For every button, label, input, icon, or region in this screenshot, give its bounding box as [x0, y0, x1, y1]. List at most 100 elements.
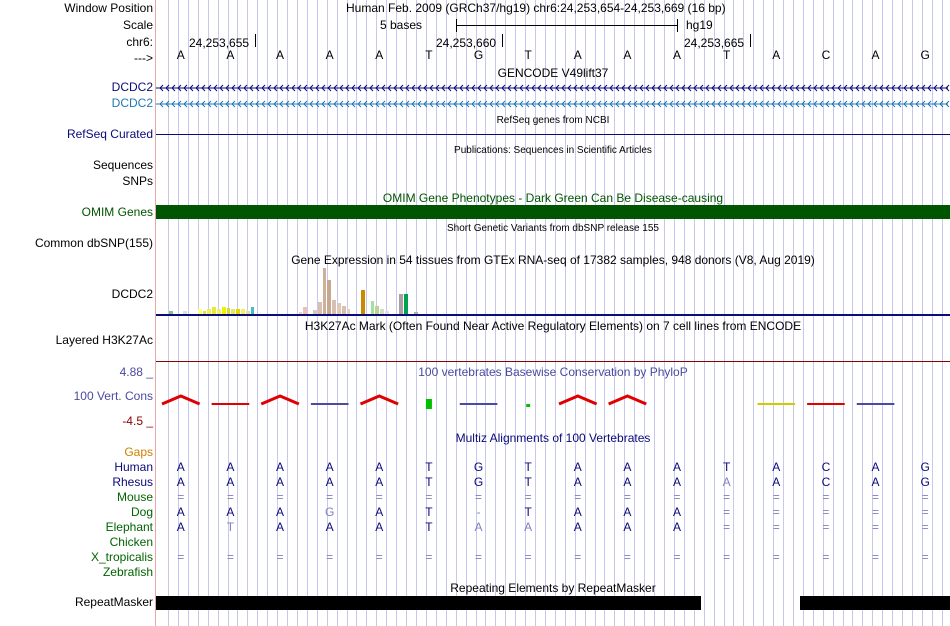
- gtex-tissue-bar[interactable]: [250, 307, 255, 314]
- species-label[interactable]: Rhesus: [112, 475, 153, 489]
- species-label[interactable]: Mouse: [116, 490, 153, 504]
- h3k27ac-label[interactable]: Layered H3K27Ac: [55, 333, 153, 347]
- strand-chevron: [375, 100, 380, 108]
- grid-line: [585, 0, 586, 626]
- phylop-label[interactable]: 100 Vert. Cons: [73, 389, 153, 403]
- gtex-tissue-bar[interactable]: [313, 310, 317, 314]
- strand-chevron: [417, 84, 422, 92]
- repeat-element-1[interactable]: [156, 596, 701, 610]
- gtex-tissue-bar[interactable]: [346, 309, 351, 314]
- refseq-label[interactable]: RefSeq Curated: [66, 127, 153, 141]
- grid-line: [505, 0, 506, 626]
- gtex-tissue-bar[interactable]: [337, 303, 341, 314]
- strand-chevron: [351, 100, 356, 108]
- strand-chevron: [363, 84, 368, 92]
- strand-chevron: [561, 100, 566, 108]
- gtex-tissue-bar[interactable]: [197, 309, 202, 314]
- aligned-base: =: [574, 550, 582, 564]
- aligned-base: =: [822, 490, 830, 504]
- grid-line: [902, 0, 903, 626]
- refseq-title: RefSeq genes from NCBI: [496, 115, 610, 126]
- aligned-base: A: [325, 460, 334, 474]
- gencode-gene-2[interactable]: DCDC2: [111, 96, 153, 110]
- aligned-base: A: [176, 460, 185, 474]
- dbsnp-label[interactable]: Common dbSNP(155): [34, 236, 153, 250]
- strand-chevron: [201, 84, 206, 92]
- strand-chevron: [423, 100, 428, 108]
- gtex-tissue-bar[interactable]: [231, 309, 236, 314]
- gtex-tissue-bar[interactable]: [217, 309, 221, 314]
- strand-chevron: [933, 84, 938, 92]
- gtex-tissue-bar[interactable]: [404, 294, 408, 314]
- gtex-tissue-bar[interactable]: [183, 311, 188, 314]
- gtex-tissue-bar[interactable]: [245, 311, 250, 314]
- dbsnp-title: Short Genetic Variants from dbSNP releas…: [447, 223, 659, 234]
- omim-label[interactable]: OMIM Genes: [81, 205, 153, 219]
- grid-line: [565, 0, 566, 626]
- gtex-tissue-bar[interactable]: [361, 290, 365, 314]
- species-label[interactable]: Chicken: [109, 535, 153, 549]
- reference-base: A: [226, 48, 235, 62]
- strand-chevron: [711, 84, 716, 92]
- strand-chevron: [891, 100, 896, 108]
- repeatmasker-label[interactable]: RepeatMasker: [74, 595, 153, 609]
- gtex-tissue-bar[interactable]: [327, 280, 332, 314]
- strand-chevron: [861, 84, 866, 92]
- strand-chevron: [363, 100, 368, 108]
- aligned-base: =: [276, 490, 284, 504]
- species-label[interactable]: X_tropicalis: [90, 550, 153, 564]
- strand-chevron: [615, 84, 620, 92]
- strand-chevron: [489, 100, 494, 108]
- strand-chevron: [219, 84, 224, 92]
- strand-chevron: [891, 84, 896, 92]
- gtex-tissue-bar[interactable]: [207, 309, 212, 314]
- aligned-base: A: [772, 460, 781, 474]
- gtex-tissue-bar[interactable]: [221, 307, 226, 314]
- gaps-label[interactable]: Gaps: [124, 445, 153, 459]
- gtex-tissue-bar[interactable]: [317, 302, 322, 314]
- gtex-tissue-bar[interactable]: [413, 312, 418, 314]
- aligned-base: =: [872, 490, 880, 504]
- gtex-tissue-bar[interactable]: [385, 311, 389, 314]
- repeat-element-2[interactable]: [800, 596, 950, 610]
- species-label[interactable]: Human: [114, 460, 153, 474]
- strand-chevron: [561, 84, 566, 92]
- sequences-label[interactable]: Sequences: [92, 158, 153, 172]
- gtex-tissue-bar[interactable]: [370, 301, 375, 314]
- phylop-title: 100 vertebrates Basewise Conservation by…: [418, 365, 688, 379]
- refseq-gene-line[interactable]: [156, 134, 950, 135]
- gtex-tissue-bar[interactable]: [169, 311, 173, 314]
- gtex-label[interactable]: DCDC2: [111, 287, 153, 301]
- gtex-tissue-bar[interactable]: [226, 308, 231, 314]
- gtex-tissue-bar[interactable]: [202, 311, 207, 314]
- gencode-gene-1[interactable]: DCDC2: [111, 80, 153, 94]
- gtex-tissue-bar[interactable]: [341, 306, 346, 314]
- strand-chevron: [237, 84, 242, 92]
- snps-label[interactable]: SNPs: [122, 174, 153, 188]
- strand-chevron: [303, 84, 308, 92]
- species-label[interactable]: Elephant: [105, 520, 153, 534]
- strand-chevron: [681, 100, 686, 108]
- gtex-tissue-bar[interactable]: [303, 307, 308, 314]
- gtex-tissue-bar[interactable]: [322, 268, 327, 314]
- gtex-tissue-bar[interactable]: [212, 307, 216, 314]
- gtex-tissue-bar[interactable]: [380, 309, 384, 314]
- strand-chevron: [861, 100, 866, 108]
- strand-chevron: [873, 84, 878, 92]
- omim-gene-bar[interactable]: [156, 205, 950, 219]
- strand-chevron: [591, 84, 596, 92]
- gtex-tissue-bar[interactable]: [375, 306, 380, 314]
- grid-line: [257, 0, 258, 626]
- phylop-score-glyph: [161, 394, 201, 406]
- gtex-tissue-bar[interactable]: [241, 309, 245, 314]
- gtex-tissue-bar[interactable]: [298, 312, 303, 314]
- species-label[interactable]: Zebrafish: [102, 565, 153, 579]
- gtex-tissue-bar[interactable]: [399, 294, 404, 314]
- gtex-tissue-bar[interactable]: [332, 300, 336, 314]
- species-label[interactable]: Dog: [130, 505, 153, 519]
- strand-chevron: [333, 84, 338, 92]
- strand-chevron: [441, 100, 446, 108]
- gtex-tissue-bar[interactable]: [236, 309, 240, 314]
